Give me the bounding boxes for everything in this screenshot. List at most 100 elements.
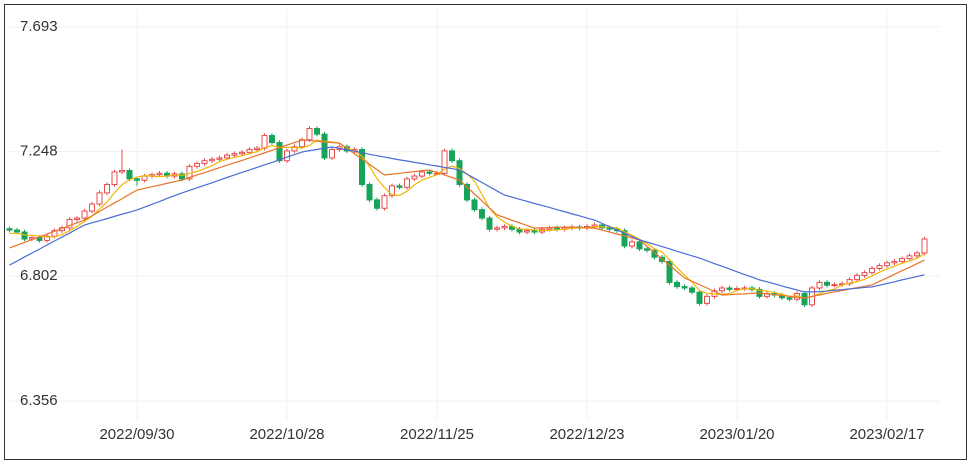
- candle-body: [231, 153, 238, 156]
- candle-body: [329, 149, 335, 159]
- x-tick-label: 2022/12/23: [549, 426, 624, 443]
- y-tick-label: 6.802: [20, 267, 58, 284]
- candle-body: [209, 158, 215, 162]
- candle-body: [89, 203, 95, 212]
- candle-body: [396, 185, 403, 188]
- candle-body: [786, 297, 793, 300]
- candle-body: [674, 281, 680, 288]
- candle-body: [269, 135, 275, 144]
- candle-body: [359, 149, 365, 185]
- candle-body: [81, 210, 88, 219]
- candle-body: [734, 288, 740, 291]
- candle-body: [921, 238, 928, 254]
- candle-body: [14, 229, 20, 233]
- candle-body: [134, 178, 140, 181]
- x-tick-label: 2022/10/28: [249, 426, 324, 443]
- candle-body: [141, 175, 148, 181]
- candle-body: [374, 199, 380, 209]
- x-tick-label: 2023/02/17: [849, 426, 924, 443]
- candle-body: [884, 262, 890, 267]
- candle-body: [261, 135, 268, 149]
- candle-body: [321, 133, 328, 159]
- candle-body: [914, 252, 920, 257]
- candle-body: [524, 230, 530, 233]
- candle-body: [854, 274, 860, 281]
- candle-body: [254, 147, 260, 151]
- candle-body: [276, 142, 283, 162]
- candle-body: [464, 183, 470, 201]
- candle-body: [426, 171, 433, 174]
- candle-body: [119, 170, 125, 173]
- candle-body: [284, 150, 290, 162]
- candle-body: [816, 281, 823, 289]
- candle-body: [629, 241, 635, 247]
- ma-line: [9, 139, 925, 299]
- candle-body: [246, 149, 253, 153]
- candle-body: [479, 209, 485, 219]
- candle-body: [831, 284, 838, 287]
- candle-body: [111, 171, 118, 185]
- candle-body: [471, 199, 478, 211]
- chart-frame: [4, 4, 967, 460]
- candle-body: [224, 154, 230, 159]
- ma-line: [9, 146, 925, 293]
- candle-body: [6, 228, 13, 231]
- candle-body: [456, 160, 463, 185]
- candle-body: [516, 228, 523, 233]
- candle-body: [44, 235, 50, 241]
- candle-body: [644, 248, 650, 251]
- candle-body: [404, 178, 410, 188]
- candle-body: [486, 217, 493, 230]
- candle-body: [104, 183, 110, 194]
- candle-body: [704, 295, 710, 304]
- candle-body: [891, 260, 898, 264]
- candle-body: [411, 175, 418, 180]
- candle-body: [554, 227, 560, 230]
- candle-body: [201, 160, 208, 165]
- candle-body: [824, 281, 830, 286]
- candle-body: [689, 287, 695, 293]
- candle-body: [126, 170, 133, 180]
- candle-body: [636, 241, 643, 250]
- candle-body: [494, 227, 500, 230]
- candle-body: [194, 163, 200, 167]
- candle-body: [899, 258, 905, 262]
- y-tick-label: 7.693: [20, 18, 58, 35]
- candle-body: [666, 260, 673, 283]
- candle-body: [441, 150, 448, 174]
- candle-body: [726, 287, 733, 290]
- candle-body: [906, 255, 913, 260]
- candle-body: [389, 185, 395, 197]
- x-tick-label: 2022/11/25: [400, 426, 474, 443]
- candle-body: [239, 151, 245, 155]
- candle-body: [719, 287, 725, 292]
- x-tick-label: 2023/01/20: [699, 426, 774, 443]
- candle-body: [366, 183, 373, 201]
- candle-body: [681, 286, 688, 289]
- candle-body: [306, 128, 313, 141]
- candle-body: [36, 237, 43, 241]
- candle-body: [381, 195, 388, 209]
- candle-body: [74, 217, 80, 220]
- candle-body: [861, 272, 868, 276]
- candle-body: [876, 265, 883, 269]
- candle-body: [696, 291, 703, 304]
- candle-body: [449, 150, 455, 162]
- candle-body: [66, 218, 73, 229]
- candle-body: [869, 267, 875, 274]
- x-tick-label: 2022/09/30: [99, 426, 174, 443]
- y-tick-label: 6.356: [20, 392, 58, 409]
- candle-body: [621, 230, 628, 247]
- candle-body: [179, 173, 185, 180]
- candle-body: [801, 293, 808, 306]
- candle-body: [419, 171, 425, 177]
- candle-body: [651, 249, 658, 258]
- candle-body: [531, 230, 538, 233]
- candle-body: [156, 172, 163, 176]
- y-tick-label: 7.248: [20, 142, 58, 159]
- candle-body: [96, 192, 103, 205]
- candle-body: [501, 225, 508, 229]
- candle-body: [314, 128, 320, 135]
